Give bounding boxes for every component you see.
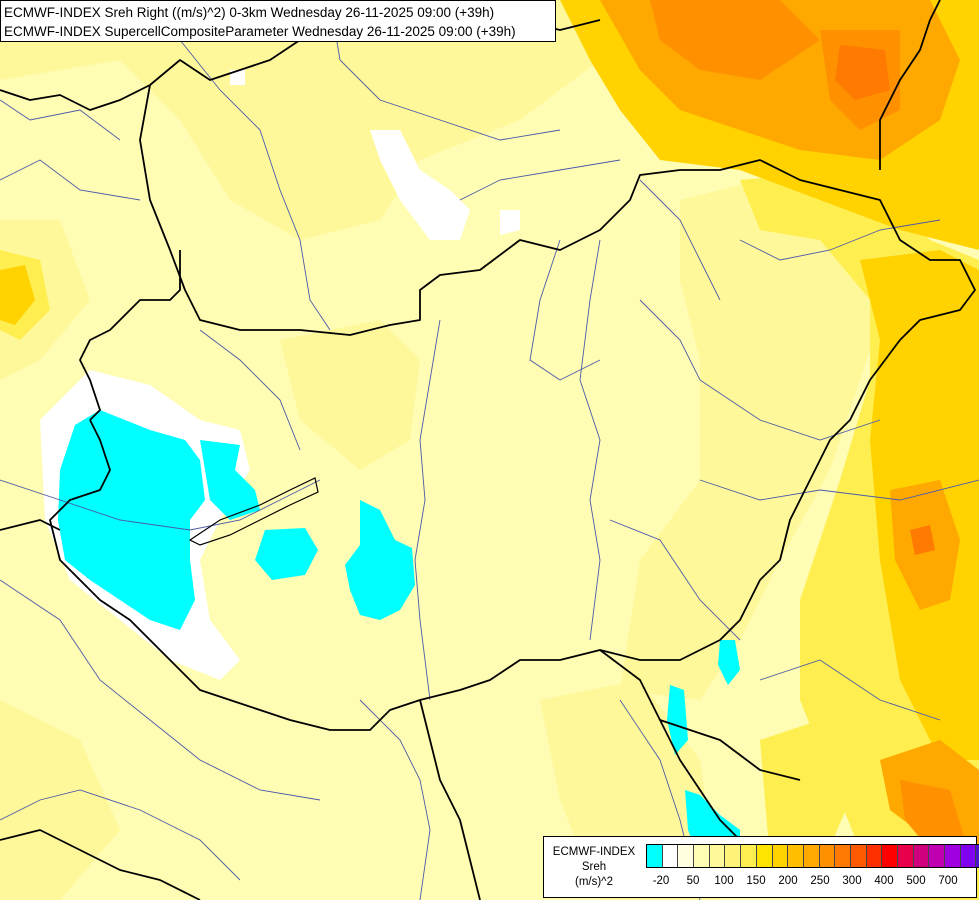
legend-tick-9: 700 — [938, 875, 958, 887]
legend-swatch-15 — [882, 845, 898, 867]
sreh-fill-red-orange — [835, 45, 935, 555]
map-title-line-1: ECMWF-INDEX Sreh Right ((m/s)^2) 0-3km W… — [4, 5, 495, 20]
legend-swatch-1 — [662, 845, 679, 867]
map-title-line-2: ECMWF-INDEX SupercellCompositeParameter … — [4, 24, 516, 39]
legend-swatch-18 — [929, 845, 946, 867]
legend-tick-5: 250 — [810, 875, 830, 887]
color-legend: ECMWF-INDEX Sreh (m/s)^2 -20 50 100 150 200 2… — [543, 836, 979, 898]
legend-tick-1: 50 — [686, 875, 700, 887]
legend-swatch-20 — [960, 845, 977, 867]
legend-swatch-12 — [835, 845, 851, 867]
legend-tick-3: 150 — [746, 875, 766, 887]
legend-swatch-6 — [741, 845, 757, 867]
legend-swatch-16 — [898, 845, 914, 867]
legend-swatch-13 — [850, 845, 867, 867]
legend-tick-4: 200 — [778, 875, 798, 887]
legend-swatch-11 — [819, 845, 836, 867]
legend-swatch-9 — [788, 845, 804, 867]
legend-title: ECMWF-INDEX Sreh (m/s)^2 — [546, 845, 642, 890]
legend-swatch-7 — [756, 845, 773, 867]
legend-swatch-21 — [976, 845, 979, 867]
legend-tick-7: 400 — [874, 875, 894, 887]
legend-line-3: (m/s)^2 — [575, 876, 613, 888]
legend-line-1: ECMWF-INDEX — [552, 846, 636, 858]
legend-color-scale — [646, 844, 979, 868]
legend-tick-0: -20 — [652, 875, 670, 887]
legend-swatch-8 — [772, 845, 789, 867]
legend-tick-6: 300 — [842, 875, 862, 887]
legend-swatch-3 — [694, 845, 710, 867]
legend-swatch-10 — [803, 845, 820, 867]
lake-outline — [188, 477, 319, 546]
legend-swatch-5 — [725, 845, 742, 867]
legend-swatch-19 — [945, 845, 961, 867]
legend-swatch-4 — [709, 845, 726, 867]
legend-tick-labels: -20 50 100 150 200 250 300 400 500 700 — [544, 875, 976, 891]
sreh-fill-cyan — [58, 410, 740, 860]
legend-swatch-2 — [678, 845, 695, 867]
legend-line-2: Sreh — [581, 861, 607, 873]
map-title-box: ECMWF-INDEX Sreh Right ((m/s)^2) 0-3km W… — [0, 0, 556, 42]
legend-tick-8: 500 — [906, 875, 926, 887]
legend-tick-2: 100 — [714, 875, 734, 887]
legend-swatch-17 — [913, 845, 930, 867]
legend-swatch-14 — [866, 845, 883, 867]
legend-swatch-0 — [647, 845, 663, 867]
